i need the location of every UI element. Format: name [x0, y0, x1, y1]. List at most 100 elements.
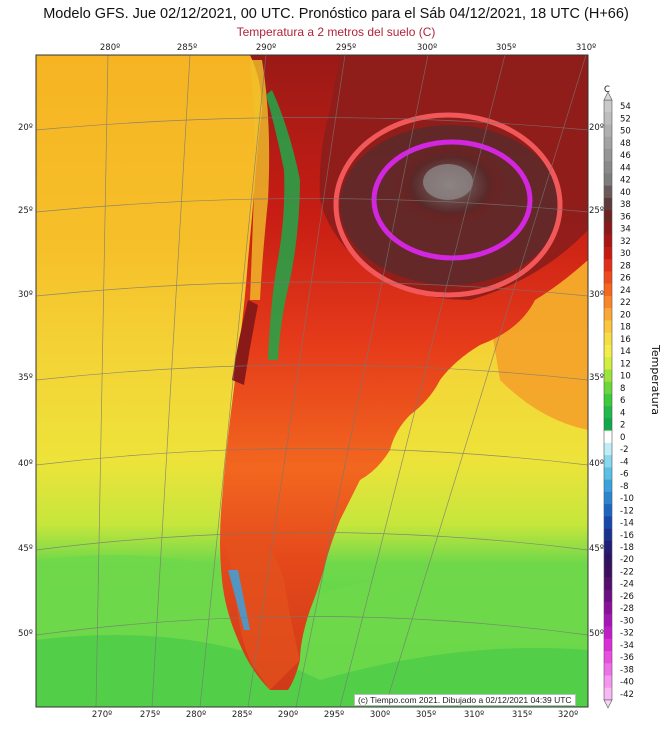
colorbar-level-label: 18	[620, 323, 631, 333]
lat-tick: 25º	[589, 206, 604, 216]
colorbar-level-label: -32	[620, 629, 634, 639]
colorbar-swatch	[604, 124, 612, 138]
colorbar-level-label: 32	[620, 237, 631, 247]
colorbar-swatch	[604, 185, 612, 199]
colorbar-swatch	[604, 467, 612, 480]
colorbar-level-label: 38	[620, 200, 631, 210]
top-lon-tick: 305º	[496, 43, 516, 53]
colorbar-swatch	[604, 418, 612, 431]
colorbar: 5452504846444240383634323028262422201816…	[603, 91, 634, 709]
bottom-lon-tick: 305º	[416, 710, 436, 720]
andes-cool-strip	[266, 90, 300, 360]
colorbar-level-label: -22	[620, 567, 634, 577]
colorbar-level-label: 48	[620, 139, 631, 149]
lat-ticks-left: 20º 25º 30º 35º 40º 45º 50º	[18, 123, 33, 639]
colorbar-level-label: -38	[620, 665, 634, 675]
colorbar-level-label: 44	[620, 163, 631, 173]
colorbar-level-label: 26	[620, 274, 631, 284]
colorbar-level-label: 0	[620, 433, 625, 443]
lat-tick: 40º	[18, 459, 33, 469]
colorbar-swatch	[604, 663, 612, 676]
colorbar-swatch	[604, 234, 612, 248]
bottom-lon-tick: 300º	[370, 710, 390, 720]
top-lon-tick: 295º	[336, 43, 356, 53]
top-lon-tick: 285º	[177, 43, 197, 53]
colorbar-swatch	[604, 491, 612, 505]
colorbar-swatch	[604, 638, 612, 652]
lat-tick: 35º	[18, 373, 33, 383]
contour-outer	[333, 112, 563, 298]
colorbar-level-label: -40	[620, 678, 634, 688]
colorbar-swatch	[604, 344, 612, 358]
colorbar-swatch	[604, 516, 612, 529]
colorbar-swatch	[604, 442, 612, 456]
top-lon-tick: 310º	[576, 43, 596, 53]
colorbar-swatch	[604, 100, 612, 113]
colorbar-level-label: 46	[620, 151, 631, 161]
lat-tick: 30º	[589, 290, 604, 300]
map-title: Modelo GFS. Jue 02/12/2021, 00 UTC. Pron…	[43, 6, 629, 22]
colorbar-level-label: 4	[620, 408, 625, 418]
colorbar-unit: C	[604, 85, 610, 95]
colorbar-level-label: -14	[620, 519, 634, 529]
colorbar-swatch	[604, 246, 612, 260]
credit-text: (c) Tiempo.com 2021. Dibujado a 02/12/20…	[354, 694, 576, 706]
colorbar-swatch	[604, 406, 612, 419]
top-lon-tick: 290º	[256, 43, 276, 53]
colorbar-level-label: 16	[620, 335, 631, 345]
colorbar-swatch	[604, 589, 612, 603]
colorbar-swatch	[604, 430, 612, 444]
colorbar-title: Temperatura	[649, 344, 662, 415]
colorbar-level-label: -26	[620, 592, 634, 602]
colorbar-level-label: 14	[620, 347, 631, 357]
colorbar-swatch	[604, 222, 612, 235]
top-lon-ticks: 280º 285º 290º 295º 300º 305º 310º	[100, 43, 596, 53]
colorbar-level-label: -10	[620, 494, 634, 504]
colorbar-swatch	[604, 148, 612, 162]
bottom-lon-tick: 280º	[186, 710, 206, 720]
colorbar-level-label: -20	[620, 555, 634, 565]
colorbar-swatch	[604, 528, 612, 542]
colorbar-swatch	[604, 602, 612, 615]
colorbar-level-label: 42	[620, 176, 631, 186]
colorbar-level-label: 12	[620, 359, 631, 369]
colorbar-level-label: -36	[620, 653, 634, 663]
colorbar-level-label: 50	[620, 127, 631, 137]
colorbar-level-label: 6	[620, 396, 625, 406]
colorbar-swatch	[604, 136, 612, 150]
colorbar-swatch	[604, 675, 612, 689]
colorbar-arrow-down	[603, 699, 613, 709]
colorbar-swatch	[604, 283, 612, 297]
bottom-lon-tick: 315º	[512, 710, 532, 720]
colorbar-level-label: 2	[620, 421, 625, 431]
lat-tick: 50º	[589, 629, 604, 639]
colorbar-level-label: 52	[620, 114, 631, 124]
lat-tick: 40º	[589, 459, 604, 469]
colorbar-swatch	[604, 357, 612, 370]
lat-tick: 20º	[18, 123, 33, 133]
colorbar-swatch	[604, 626, 612, 640]
colorbar-level-label: -18	[620, 543, 634, 553]
bottom-lon-tick: 310º	[464, 710, 484, 720]
colorbar-level-label: -8	[620, 482, 628, 492]
lat-tick: 45º	[589, 544, 604, 554]
colorbar-level-label: -6	[620, 470, 628, 480]
top-lon-tick: 300º	[417, 43, 437, 53]
colorbar-level-label: -24	[620, 580, 634, 590]
colorbar-swatch	[604, 687, 612, 701]
plot-frame	[35, 54, 589, 708]
lat-tick: 30º	[18, 290, 33, 300]
colorbar-level-label: 28	[620, 261, 631, 271]
colorbar-swatch	[604, 455, 612, 468]
colorbar-swatch	[604, 112, 612, 125]
bottom-lon-tick: 290º	[278, 710, 298, 720]
colorbar-level-label: -12	[620, 506, 634, 516]
colorbar-swatch	[604, 504, 612, 517]
map-subtitle: Temperatura a 2 metros del suelo (C)	[236, 25, 436, 39]
colorbar-level-label: 34	[620, 225, 631, 235]
colorbar-swatch	[604, 381, 612, 395]
lat-tick: 35º	[589, 373, 604, 383]
bottom-lon-ticks: 270º 275º 280º 285º 290º 295º 300º 305º …	[92, 710, 578, 720]
colorbar-level-label: 10	[620, 372, 631, 382]
